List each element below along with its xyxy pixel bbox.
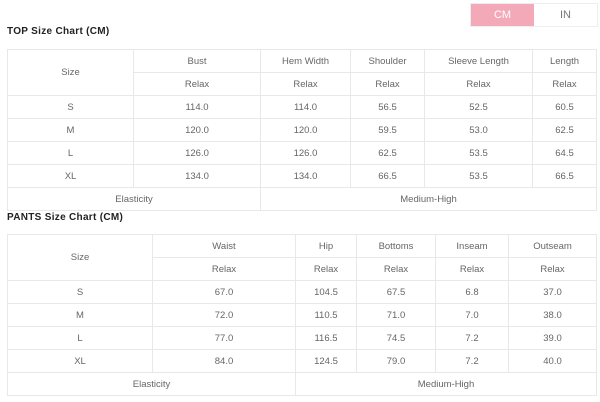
- size-header: Size: [7, 49, 134, 96]
- measurement-cell: 67.0: [152, 280, 296, 304]
- column-header: Waist: [152, 234, 296, 258]
- table-row: M 120.0 120.0 59.5 53.0 62.5: [7, 118, 597, 142]
- column-header: Bottoms: [356, 234, 436, 258]
- table-row: L 77.0 116.5 74.5 7.2 39.0: [7, 326, 597, 350]
- measurement-cell: 116.5: [295, 326, 357, 350]
- pants-size-table: Size Waist Hip Bottoms Inseam Outseam Relax Rel…: [7, 234, 597, 396]
- unit-in-button[interactable]: IN: [534, 4, 597, 26]
- elasticity-label: Elasticity: [7, 187, 261, 211]
- column-header: Shoulder: [350, 49, 425, 73]
- header-row: Size Bust Hem Width Shoulder Sleeve Length Le…: [7, 49, 597, 96]
- fit-label: Relax: [350, 72, 425, 96]
- size-cell: XL: [7, 349, 153, 373]
- measurement-cell: 72.0: [152, 303, 296, 327]
- measurement-cell: 71.0: [356, 303, 436, 327]
- measurement-cell: 66.5: [532, 164, 597, 188]
- fit-label: Relax: [424, 72, 533, 96]
- fit-label: Relax: [295, 257, 357, 281]
- measurement-cell: 124.5: [295, 349, 357, 373]
- elasticity-row: Elasticity Medium-High: [7, 187, 597, 211]
- table-row: S 114.0 114.0 56.5 52.5 60.5: [7, 95, 597, 119]
- unit-cm-button[interactable]: CM: [471, 4, 534, 26]
- measurement-cell: 110.5: [295, 303, 357, 327]
- measurement-cell: 134.0: [133, 164, 261, 188]
- top-size-table: Size Bust Hem Width Shoulder Sleeve Length Le…: [7, 49, 597, 211]
- measurement-cell: 74.5: [356, 326, 436, 350]
- column-header: Inseam: [435, 234, 509, 258]
- pants-chart-title: PANTS Size Chart (CM): [7, 212, 124, 223]
- measurement-cell: 53.5: [424, 141, 533, 165]
- fit-label: Relax: [260, 72, 351, 96]
- header-row: Size Waist Hip Bottoms Inseam Outseam: [7, 234, 597, 281]
- table-row: S 67.0 104.5 67.5 6.8 37.0: [7, 280, 597, 304]
- measurement-cell: 62.5: [532, 118, 597, 142]
- measurement-cell: 64.5: [532, 141, 597, 165]
- measurement-cell: 67.5: [356, 280, 436, 304]
- table-row: XL 134.0 134.0 66.5 53.5 66.5: [7, 164, 597, 188]
- fit-row: Relax Relax Relax Relax Relax: [8, 257, 597, 281]
- measurement-cell: 79.0: [356, 349, 436, 373]
- measurement-cell: 126.0: [133, 141, 261, 165]
- measurement-cell: 126.0: [260, 141, 351, 165]
- measurement-cell: 114.0: [260, 95, 351, 119]
- table-row: L 126.0 126.0 62.5 53.5 64.5: [7, 141, 597, 165]
- elasticity-value: Medium-High: [260, 187, 597, 211]
- measurement-cell: 53.5: [424, 164, 533, 188]
- measurement-cell: 37.0: [508, 280, 597, 304]
- unit-toggle[interactable]: CM IN: [470, 3, 598, 27]
- elasticity-row: Elasticity Medium-High: [7, 372, 597, 396]
- fit-label: Relax: [508, 257, 597, 281]
- measurement-cell: 39.0: [508, 326, 597, 350]
- measurement-cell: 62.5: [350, 141, 425, 165]
- fit-label: Relax: [152, 257, 296, 281]
- size-cell: S: [7, 95, 134, 119]
- measurement-cell: 40.0: [508, 349, 597, 373]
- fit-label: Relax: [133, 72, 261, 96]
- measurement-cell: 120.0: [260, 118, 351, 142]
- measurement-cell: 66.5: [350, 164, 425, 188]
- column-header: Hem Width: [260, 49, 351, 73]
- size-cell: L: [7, 326, 153, 350]
- measurement-cell: 38.0: [508, 303, 597, 327]
- measurement-cell: 59.5: [350, 118, 425, 142]
- measurement-cell: 52.5: [424, 95, 533, 119]
- column-header: Hip: [295, 234, 357, 258]
- measurement-cell: 7.2: [435, 326, 509, 350]
- measurement-cell: 84.0: [152, 349, 296, 373]
- measurement-cell: 53.0: [424, 118, 533, 142]
- size-cell: L: [7, 141, 134, 165]
- column-header: Sleeve Length: [424, 49, 533, 73]
- measurement-cell: 56.5: [350, 95, 425, 119]
- measurement-cell: 6.8: [435, 280, 509, 304]
- measurement-cell: 120.0: [133, 118, 261, 142]
- column-header: Outseam: [508, 234, 597, 258]
- fit-label: Relax: [435, 257, 509, 281]
- table-row: XL 84.0 124.5 79.0 7.2 40.0: [7, 349, 597, 373]
- size-cell: S: [7, 280, 153, 304]
- size-cell: M: [7, 118, 134, 142]
- measurement-cell: 77.0: [152, 326, 296, 350]
- fit-label: Relax: [532, 72, 597, 96]
- measurement-cell: 60.5: [532, 95, 597, 119]
- fit-row: Relax Relax Relax Relax Relax: [8, 72, 597, 96]
- size-header: Size: [7, 234, 153, 281]
- table-row: M 72.0 110.5 71.0 7.0 38.0: [7, 303, 597, 327]
- fit-label: Relax: [356, 257, 436, 281]
- measurement-cell: 134.0: [260, 164, 351, 188]
- top-chart-title: TOP Size Chart (CM): [7, 26, 110, 37]
- column-header: Length: [532, 49, 597, 73]
- measurement-cell: 114.0: [133, 95, 261, 119]
- size-cell: XL: [7, 164, 134, 188]
- size-cell: M: [7, 303, 153, 327]
- measurement-cell: 104.5: [295, 280, 357, 304]
- elasticity-label: Elasticity: [7, 372, 296, 396]
- measurement-cell: 7.2: [435, 349, 509, 373]
- elasticity-value: Medium-High: [295, 372, 597, 396]
- column-header: Bust: [133, 49, 261, 73]
- measurement-cell: 7.0: [435, 303, 509, 327]
